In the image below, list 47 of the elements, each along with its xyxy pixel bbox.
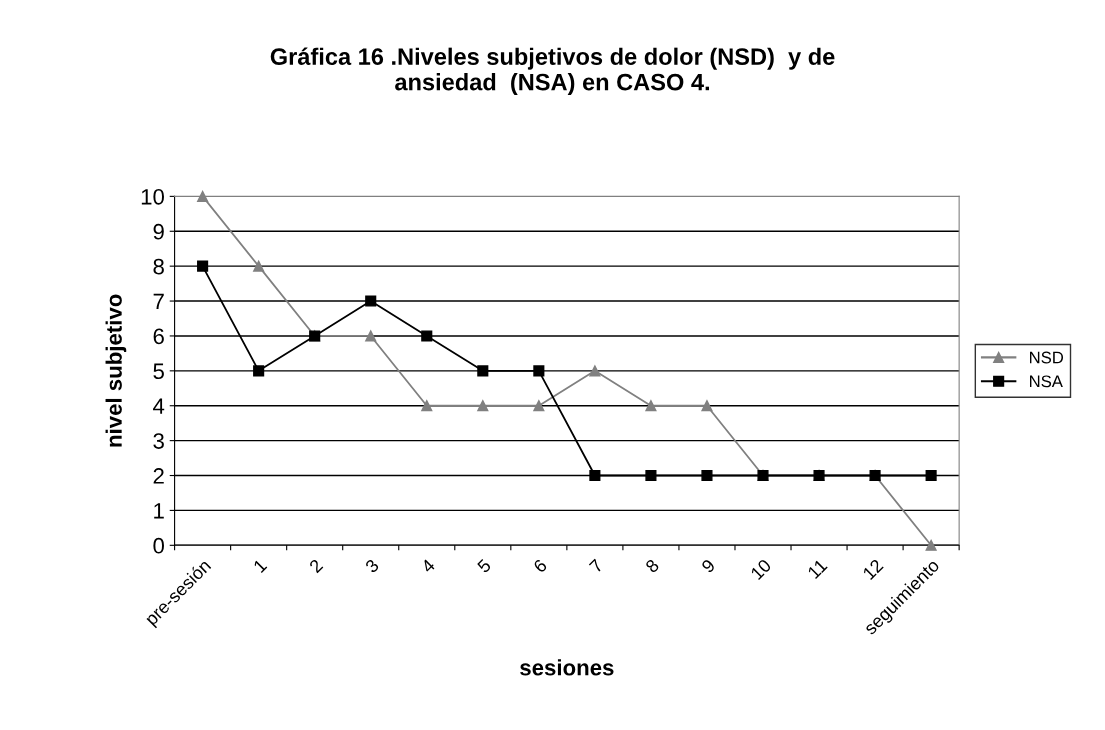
y-tick-label: 9 xyxy=(153,223,164,240)
point xyxy=(701,469,713,482)
legend-label: NSA xyxy=(1030,375,1063,388)
point xyxy=(197,260,209,272)
y-tick-label: 8 xyxy=(153,258,164,275)
y-axis-title: nivel subjetivo xyxy=(105,294,127,447)
point xyxy=(533,365,545,377)
point xyxy=(589,365,601,377)
x-tick-label: 4 xyxy=(420,558,436,574)
point xyxy=(253,260,265,272)
x-tick-label: 5 xyxy=(476,558,492,574)
point xyxy=(645,469,657,482)
y-tick-label: 3 xyxy=(153,433,164,449)
y-tick-label: 10 xyxy=(141,188,164,205)
point xyxy=(365,295,377,307)
point xyxy=(365,330,377,342)
x-tick-label: 8 xyxy=(644,558,660,574)
point xyxy=(253,365,265,377)
x-tick-label: 7 xyxy=(588,558,604,574)
legend-label: NSD xyxy=(1030,351,1064,364)
y-tick-label: 7 xyxy=(153,293,164,310)
x-tick-label: 3 xyxy=(364,558,380,574)
x-tick-label: 9 xyxy=(700,558,716,574)
point xyxy=(701,400,713,412)
point xyxy=(197,190,209,202)
chart-title: Gráfica 16 .Niveles subjetivos de dolor (NSD) y de ansiedad (NSA) en CASO 4. xyxy=(270,47,835,96)
point xyxy=(589,469,601,482)
point xyxy=(925,539,937,551)
y-tick-label: 1 xyxy=(154,503,164,519)
point xyxy=(421,400,433,412)
y-tick-label: 4 xyxy=(153,398,165,414)
x-tick-label: 10 xyxy=(750,558,772,581)
x-tick-label: 1 xyxy=(252,558,268,573)
y-tick-label: 5 xyxy=(153,363,164,380)
point xyxy=(421,330,433,342)
point xyxy=(477,400,489,412)
x-tick-label: 6 xyxy=(532,558,548,574)
x-tick-label: 2 xyxy=(308,558,324,574)
point xyxy=(533,400,545,412)
x-axis-title: sesiones xyxy=(520,659,614,676)
point xyxy=(477,365,489,377)
point xyxy=(645,400,657,412)
x-tick-label: 11 xyxy=(807,558,828,580)
y-tick-label: 0 xyxy=(153,537,164,554)
point xyxy=(925,469,937,482)
y-tick-label: 6 xyxy=(153,328,164,345)
y-tick-label: 2 xyxy=(153,468,164,484)
